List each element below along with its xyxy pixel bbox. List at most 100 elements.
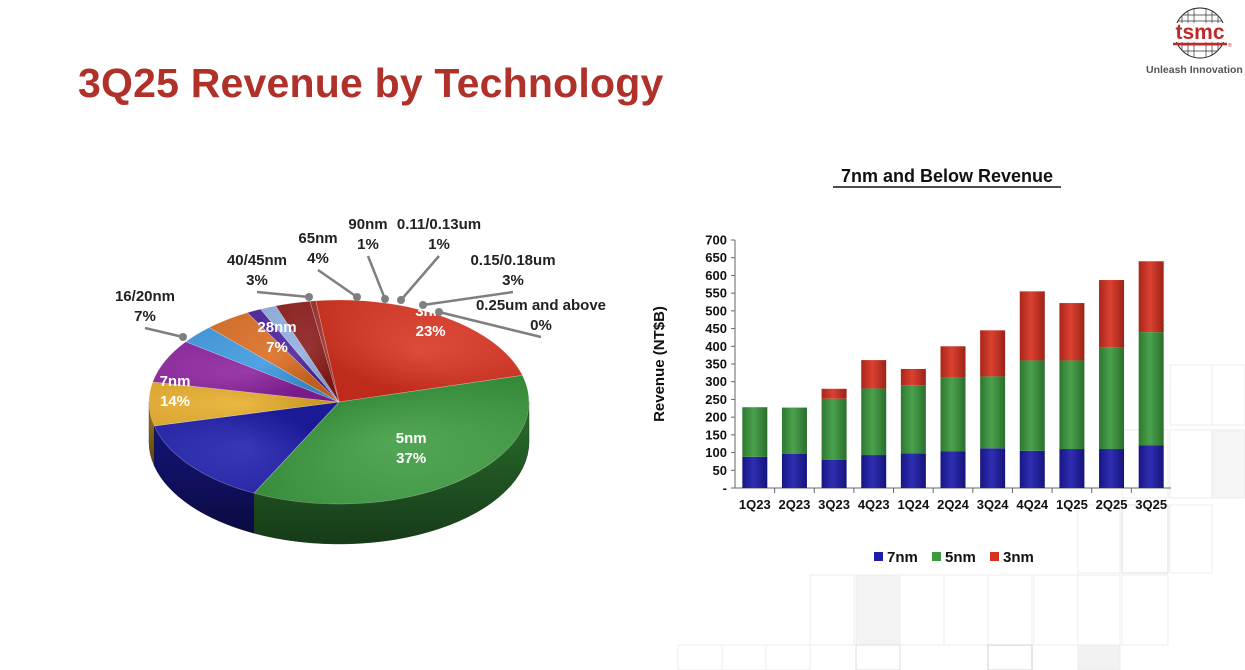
pie-label-0-25um-and-above: 0.25um and above — [476, 297, 606, 314]
brand-tagline: Unleash Innovation — [1146, 64, 1243, 76]
pie-leader-dot-0-25um-and-above — [435, 308, 443, 316]
pie-label-28nm: 28nm — [257, 319, 296, 336]
x-tick-label: 3Q24 — [977, 497, 1010, 512]
bar-3nm-4q23 — [861, 360, 887, 389]
pie-percent-0-25um-and-above: 0% — [530, 317, 552, 334]
y-tick-label: 450 — [705, 321, 727, 336]
pie-slice-3nm — [315, 299, 523, 403]
pie-slice-16-20nm — [148, 381, 340, 427]
x-tick-label: 2Q25 — [1096, 497, 1128, 512]
bar-7nm-1q25 — [1059, 449, 1085, 488]
pie-percent-40-45nm: 3% — [246, 272, 268, 289]
bar-7nm-3q23 — [821, 459, 847, 488]
pie-slice-0-15-0-18um — [275, 300, 340, 403]
bar-5nm-1q25 — [1059, 360, 1085, 450]
bar-5nm-2q23 — [781, 407, 807, 454]
pie-label-65nm: 65nm — [298, 230, 337, 247]
bar-5nm-4q24 — [1019, 360, 1045, 451]
pie-leader-dot-0-11-0-13um — [397, 296, 405, 304]
y-tick-label: 250 — [705, 392, 727, 407]
legend-label-7nm: 7nm — [887, 549, 918, 566]
bar-7nm-2q25 — [1099, 449, 1125, 488]
legend-swatch-7nm — [874, 552, 883, 561]
technology-pie-chart: 3nm23%5nm37%7nm14%16/20nm7%28nm7%40/45nm… — [115, 216, 606, 545]
tsmc-logo: tsmc ® — [1170, 7, 1232, 59]
pie-slice-0-25um-and-above — [309, 300, 340, 403]
bar-3nm-2q25 — [1099, 280, 1125, 348]
bar-5nm-2q25 — [1099, 347, 1125, 450]
legend-swatch-3nm — [990, 552, 999, 561]
x-tick-label: 1Q23 — [739, 497, 771, 512]
y-tick-label: 300 — [705, 374, 727, 389]
bar-7nm-2q24 — [940, 451, 966, 488]
bar-5nm-3q25 — [1138, 332, 1164, 446]
bar-7nm-3q24 — [980, 448, 1006, 488]
y-tick-label: 50 — [713, 463, 727, 478]
legend-swatch-5nm — [932, 552, 941, 561]
pie-leader-65nm — [317, 268, 358, 299]
pie-label-40-45nm: 40/45nm — [227, 252, 287, 269]
pie-slice-65nm — [208, 312, 340, 403]
legend-label-3nm: 3nm — [1003, 549, 1034, 566]
bar-3nm-1q24 — [900, 368, 926, 386]
pie-leader-0-25um-and-above — [438, 310, 542, 339]
pie-percent-65nm: 4% — [307, 250, 329, 267]
bar-3nm-2q24 — [940, 346, 966, 378]
bar-5nm-2q24 — [940, 377, 966, 452]
y-tick-label: 150 — [705, 427, 727, 442]
pie-percent-7nm: 14% — [160, 393, 190, 410]
x-tick-label: 1Q24 — [897, 497, 930, 512]
pie-slice-90nm — [246, 308, 340, 403]
pie-leader-90nm — [366, 255, 387, 300]
pie-label-0-11-0-13um: 0.11/0.13um — [397, 216, 481, 233]
pie-leader-40-45nm — [256, 290, 310, 299]
logo-registered-mark: ® — [1228, 42, 1232, 49]
y-tick-label: 350 — [705, 357, 727, 372]
bar-3nm-4q24 — [1019, 291, 1045, 361]
bar-3nm-3q25 — [1138, 261, 1164, 333]
y-axis-label: Revenue (NT$B) — [651, 306, 668, 422]
bar-3nm-3q24 — [980, 330, 1006, 377]
bar-5nm-4q23 — [861, 388, 887, 456]
x-tick-label: 3Q23 — [818, 497, 850, 512]
x-tick-label: 4Q24 — [1016, 497, 1049, 512]
y-tick-label: 600 — [705, 268, 727, 283]
x-tick-label: 1Q25 — [1056, 497, 1088, 512]
pie-leader-dot-90nm — [381, 295, 389, 303]
bar-7nm-1q23 — [742, 456, 768, 488]
pie-label-7nm: 7nm — [160, 373, 191, 390]
y-tick-label: 650 — [705, 250, 727, 265]
pie-percent-90nm: 1% — [357, 236, 379, 253]
pie-leader-0-11-0-13um — [400, 255, 440, 301]
bar-5nm-3q23 — [821, 398, 847, 460]
pie-slice-28nm — [152, 341, 340, 403]
pie-label-5nm: 5nm — [396, 430, 427, 447]
bar-5nm-1q23 — [742, 407, 768, 457]
pie-percent-0-15-0-18um: 3% — [502, 272, 524, 289]
y-tick-label: 400 — [705, 339, 727, 354]
pie-leader-dot-65nm — [353, 293, 361, 301]
bar-5nm-1q24 — [900, 385, 926, 454]
x-tick-label: 3Q25 — [1135, 497, 1167, 512]
x-tick-label: 2Q23 — [779, 497, 811, 512]
y-tick-label: - — [723, 481, 727, 496]
logo-wordmark: tsmc — [1175, 21, 1224, 44]
legend-label-5nm: 5nm — [945, 549, 976, 566]
bar-7nm-2q23 — [781, 453, 807, 488]
logo-wordmark-backdrop — [1170, 23, 1230, 42]
bar-3nm-1q25 — [1059, 303, 1085, 361]
bar-chart-title: 7nm and Below Revenue — [841, 166, 1053, 186]
pie-percent-28nm: 7% — [266, 339, 288, 356]
pie-slice-7nm — [153, 401, 340, 494]
bar-7nm-4q23 — [861, 455, 887, 488]
revenue-stacked-bar-chart: 7nm and Below Revenue Revenue (NT$B) - 50 10… — [651, 166, 1171, 566]
pie-label-16-20nm: 16/20nm — [115, 288, 175, 305]
y-tick-label: 100 — [705, 445, 727, 460]
bar-3nm-3q23 — [821, 388, 847, 399]
pie-label-90nm: 90nm — [348, 216, 387, 233]
pie-percent-16-20nm: 7% — [134, 308, 156, 325]
y-tick-label: 200 — [705, 410, 727, 425]
pie-leader-dot-0-15-0-18um — [419, 301, 427, 309]
pie-leader-16-20nm — [144, 326, 184, 339]
